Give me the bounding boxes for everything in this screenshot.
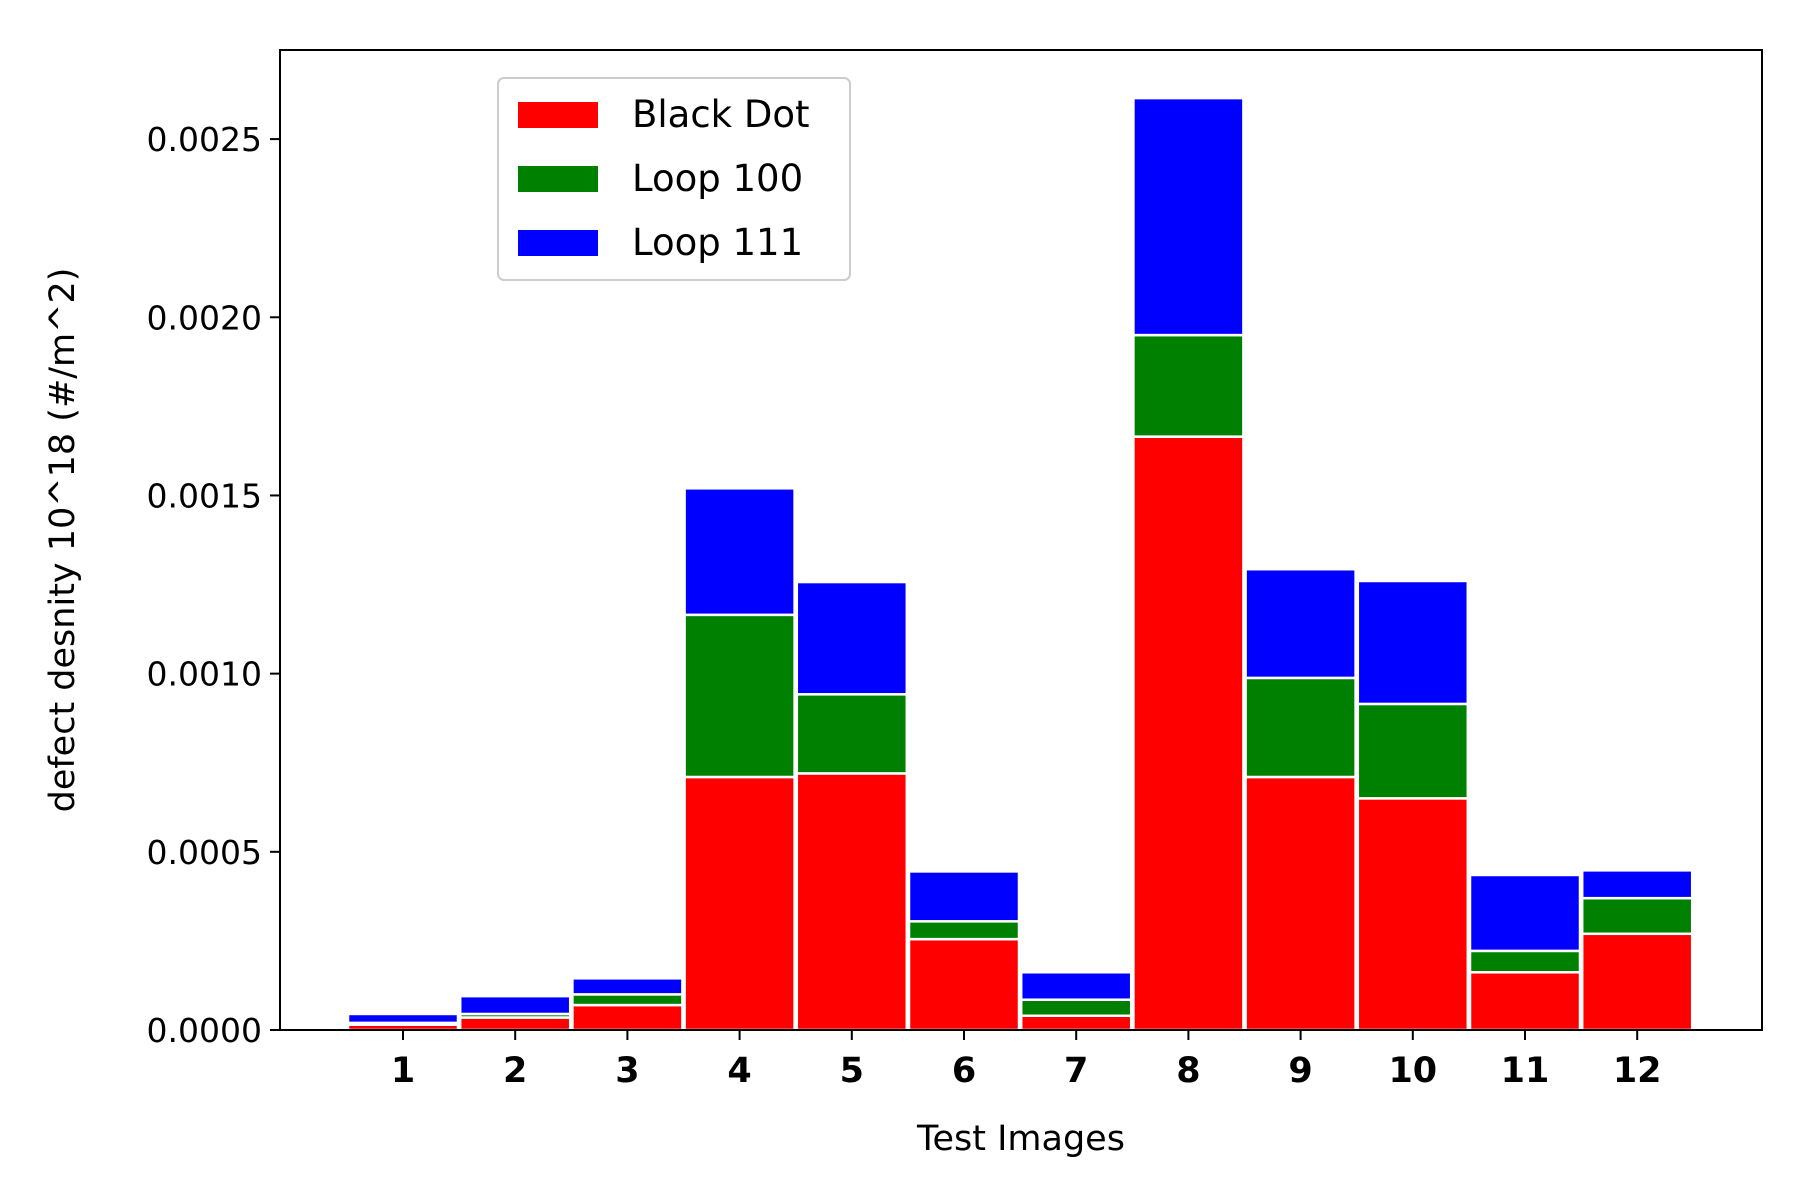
bar-loop-100-12 [1580, 896, 1694, 936]
bar-loop-100-7 [1019, 998, 1133, 1017]
bar-black-dot-5 [795, 772, 909, 1032]
bar-black-dot-7 [1019, 1014, 1133, 1032]
y-axis-label: defect desnity 10^18 (#/m^2) [43, 268, 83, 813]
y-tick-label: 0.0020 [147, 298, 262, 337]
bar-black-dot-6 [907, 937, 1021, 1032]
x-axis-label: Test Images [916, 1119, 1125, 1159]
x-tick-label: 7 [1064, 1051, 1088, 1091]
x-tick-label: 6 [952, 1051, 976, 1091]
legend-label-loop-100: Loop 100 [632, 157, 803, 200]
bar-black-dot-11 [1468, 971, 1582, 1032]
legend-label-loop-111: Loop 111 [632, 221, 803, 264]
bar-loop-111-8 [1132, 96, 1245, 337]
bar-loop-111-12 [1580, 869, 1694, 900]
x-tick-label: 3 [615, 1051, 639, 1091]
legend: Black Dot Loop 100 Loop 111 [497, 77, 851, 281]
bar-loop-100-8 [1132, 333, 1245, 438]
x-tick-label: 8 [1176, 1051, 1200, 1091]
x-tick-label: 10 [1388, 1051, 1437, 1091]
x-tick-label: 5 [840, 1051, 864, 1091]
bar-loop-111-5 [795, 580, 909, 696]
bar-loop-100-4 [683, 613, 796, 779]
x-axis: 1 2 3 4 5 6 7 8 9 10 11 12 [391, 1030, 1662, 1091]
bar-loop-111-10 [1356, 579, 1470, 706]
bar-loop-100-5 [795, 693, 909, 775]
legend-box [497, 77, 851, 281]
x-tick-label: 9 [1288, 1051, 1312, 1091]
bar-loop-111-9 [1244, 567, 1357, 680]
y-tick-label: 0.0005 [147, 833, 262, 872]
legend-swatch-loop-111 [518, 230, 598, 256]
bar-loop-111-3 [571, 977, 684, 996]
legend-swatch-loop-100 [518, 166, 598, 192]
bar-black-dot-3 [571, 1003, 684, 1032]
bars-group [346, 96, 1694, 1032]
x-tick-label: 1 [391, 1051, 415, 1091]
y-axis: 0.0000 0.0005 0.0010 0.0015 0.0020 0.0025 [147, 120, 280, 1050]
y-tick-label: 0.0015 [147, 476, 262, 515]
x-tick-label: 2 [503, 1051, 527, 1091]
bar-loop-111-7 [1019, 971, 1133, 1001]
y-tick-label: 0.0025 [147, 120, 262, 159]
y-tick-label: 0.0010 [147, 655, 262, 694]
plot-frame [279, 49, 1763, 1031]
x-tick-label: 11 [1501, 1051, 1550, 1091]
bar-loop-111-4 [683, 487, 796, 617]
bar-loop-111-1 [346, 1012, 460, 1025]
x-tick-label: 4 [727, 1051, 751, 1091]
bar-loop-111-6 [907, 870, 1021, 923]
bar-black-dot-9 [1244, 775, 1357, 1032]
bar-black-dot-4 [683, 775, 796, 1032]
bar-black-dot-2 [458, 1016, 572, 1032]
legend-label-black-dot: Black Dot [632, 93, 810, 136]
bar-loop-100-6 [907, 920, 1021, 941]
bar-loop-100-9 [1244, 676, 1357, 779]
y-tick-label: 0.0000 [147, 1011, 262, 1050]
x-tick-label: 12 [1613, 1051, 1662, 1091]
bar-loop-111-11 [1468, 873, 1582, 953]
bar-loop-100-11 [1468, 949, 1582, 974]
bar-loop-111-2 [458, 994, 572, 1016]
bar-loop-100-3 [571, 993, 684, 1007]
bar-black-dot-12 [1580, 932, 1694, 1032]
bar-loop-100-10 [1356, 702, 1470, 800]
bar-black-dot-8 [1132, 435, 1245, 1032]
bar-black-dot-10 [1356, 797, 1470, 1032]
legend-swatch-black-dot [518, 102, 598, 128]
